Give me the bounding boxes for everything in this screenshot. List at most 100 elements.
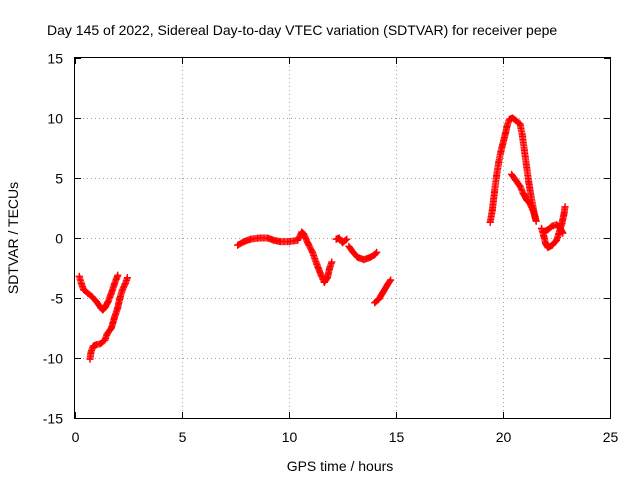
data-point [383, 281, 391, 289]
data-point [555, 230, 563, 238]
data-point [87, 348, 95, 356]
data-point [544, 244, 552, 252]
data-point [519, 190, 527, 198]
data-point [246, 235, 254, 243]
data-markers [75, 114, 569, 363]
data-point [353, 253, 361, 261]
x-axis-label: GPS time / hours [287, 458, 394, 474]
data-point [525, 178, 533, 186]
data-point [92, 341, 100, 349]
data-point [531, 212, 539, 220]
data-point [123, 274, 131, 282]
y-tick-label: 0 [55, 231, 63, 247]
data-point [88, 293, 96, 301]
data-point [320, 278, 328, 286]
data-point [561, 203, 569, 211]
data-point [544, 226, 552, 234]
y-tick-label: -10 [43, 351, 63, 367]
y-tick-label: -15 [43, 411, 63, 427]
data-point [332, 235, 340, 243]
data-point [97, 340, 105, 348]
data-point [270, 236, 278, 244]
data-point [495, 158, 503, 166]
data-point [379, 288, 387, 296]
data-point [548, 222, 556, 230]
data-point [345, 242, 353, 250]
data-point [548, 241, 556, 249]
data-point [387, 276, 395, 284]
data-point [255, 234, 263, 242]
data-point [366, 253, 374, 261]
data-point [527, 191, 535, 199]
data-point [490, 188, 498, 196]
data-point [92, 298, 100, 306]
data-point [111, 280, 119, 288]
data-point [77, 280, 85, 288]
data-point [114, 304, 122, 312]
data-point [264, 234, 272, 242]
axis-ticks [75, 58, 611, 419]
data-point [343, 235, 351, 243]
data-point [317, 271, 325, 279]
data-point [349, 248, 357, 256]
data-point [118, 287, 126, 295]
data-point [121, 280, 129, 288]
data-point [328, 258, 336, 266]
data-point [294, 236, 302, 244]
y-tick-label: 10 [47, 111, 63, 127]
data-point [499, 139, 507, 147]
data-point [103, 330, 111, 338]
data-point [512, 116, 520, 124]
data-point [503, 121, 511, 129]
data-point [520, 146, 528, 154]
data-point [104, 298, 112, 306]
data-point [375, 295, 383, 303]
data-point [529, 206, 537, 214]
data-point [101, 336, 109, 344]
data-point [558, 220, 566, 228]
data-point [276, 238, 284, 246]
data-point [505, 115, 513, 123]
plot-frame [74, 57, 611, 419]
y-tick-label: -5 [51, 291, 64, 307]
data-point [538, 224, 546, 232]
x-tick-label: 5 [179, 429, 187, 445]
data-point [240, 238, 248, 246]
data-point [532, 217, 540, 225]
x-tick-label: 15 [389, 429, 405, 445]
data-point [523, 196, 531, 204]
data-point [80, 286, 88, 294]
grid-lines [75, 58, 610, 418]
x-tick-labels: 0 5 10 15 20 25 [72, 429, 619, 445]
chart-title: Day 145 of 2022, Sidereal Day-to-day VTE… [47, 22, 557, 38]
x-tick-label: 25 [603, 429, 619, 445]
data-point [523, 162, 531, 170]
data-point [101, 304, 109, 312]
data-point [516, 182, 524, 190]
data-point [339, 239, 346, 247]
y-axis-label: SDTVAR / TECUs [5, 182, 21, 294]
data-point [516, 120, 524, 128]
data-point [234, 241, 242, 249]
data-point [542, 240, 550, 248]
y-tick-label: 15 [47, 51, 63, 67]
data-point [501, 131, 509, 139]
data-point [107, 324, 115, 332]
data-point [373, 248, 381, 256]
data-point [111, 313, 119, 321]
data-point [114, 271, 122, 279]
data-point [560, 210, 568, 218]
data-point [89, 342, 97, 350]
data-point [335, 234, 343, 242]
data-point [512, 176, 520, 184]
data-point [556, 223, 564, 231]
data-point [116, 294, 124, 302]
data-point [488, 206, 496, 214]
data-point [324, 274, 332, 282]
data-point [526, 199, 534, 207]
data-point [559, 229, 567, 237]
data-point [300, 230, 308, 238]
x-tick-label: 10 [282, 429, 298, 445]
data-point [553, 236, 560, 244]
